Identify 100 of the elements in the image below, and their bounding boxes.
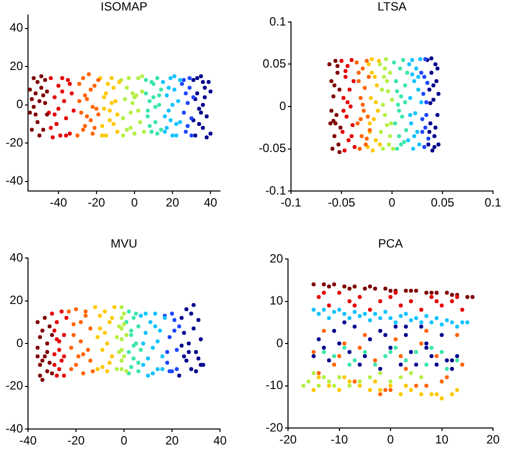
- point: [112, 305, 116, 310]
- point: [122, 97, 127, 102]
- point: [342, 342, 346, 346]
- point: [114, 367, 119, 372]
- point: [378, 142, 382, 147]
- point: [157, 93, 162, 98]
- point: [404, 366, 408, 371]
- point: [373, 380, 378, 384]
- point: [358, 314, 362, 318]
- point: [450, 292, 454, 297]
- point: [327, 380, 331, 384]
- point: [412, 79, 416, 84]
- point: [337, 290, 342, 295]
- point: [342, 312, 346, 316]
- point: [362, 350, 367, 354]
- y-tick-label: -20: [266, 420, 284, 434]
- point: [397, 108, 402, 113]
- point: [182, 330, 186, 335]
- point: [380, 102, 385, 107]
- point: [322, 350, 326, 354]
- y-tick-label: -20: [6, 378, 24, 393]
- point: [62, 99, 66, 104]
- point: [81, 371, 86, 376]
- point: [384, 123, 389, 128]
- point: [383, 388, 388, 392]
- point: [189, 312, 194, 316]
- point: [419, 70, 424, 75]
- point: [50, 312, 54, 316]
- point: [94, 106, 98, 111]
- point: [404, 333, 408, 338]
- point: [420, 130, 424, 134]
- point: [416, 74, 420, 79]
- point: [413, 111, 418, 116]
- point: [102, 106, 106, 111]
- point: [42, 316, 47, 320]
- point: [81, 352, 86, 356]
- point: [39, 86, 44, 90]
- point: [184, 307, 188, 312]
- point: [358, 96, 363, 100]
- point: [120, 337, 124, 342]
- x-tick-label: 0: [120, 434, 128, 448]
- x-tick-label: 0.05: [430, 196, 454, 210]
- point: [177, 324, 182, 328]
- point: [36, 346, 40, 350]
- point: [421, 92, 426, 96]
- point: [426, 136, 430, 141]
- point: [144, 312, 148, 316]
- point: [335, 64, 340, 68]
- point: [330, 146, 334, 151]
- point: [404, 358, 408, 362]
- point: [434, 316, 439, 320]
- point: [148, 99, 152, 104]
- point: [45, 369, 50, 374]
- point: [28, 88, 32, 92]
- point: [460, 320, 464, 324]
- point: [86, 348, 90, 352]
- point: [362, 108, 366, 113]
- point: [28, 110, 32, 115]
- x-tick-label: -0.05: [328, 196, 356, 210]
- point: [430, 346, 434, 350]
- point: [38, 374, 42, 378]
- point: [329, 108, 334, 113]
- point: [156, 339, 160, 344]
- point: [174, 348, 179, 352]
- point: [429, 70, 434, 75]
- y-tick-label: 0: [276, 336, 284, 350]
- point: [196, 318, 200, 322]
- point: [50, 135, 55, 140]
- point: [342, 108, 346, 113]
- point: [409, 371, 413, 376]
- point: [108, 108, 112, 113]
- point: [45, 90, 50, 94]
- point: [165, 360, 170, 365]
- point: [184, 358, 188, 363]
- point: [68, 132, 72, 136]
- point: [386, 142, 391, 147]
- point: [348, 104, 353, 108]
- x-tick-label: 20: [166, 196, 180, 210]
- point: [192, 303, 196, 308]
- point: [364, 58, 369, 63]
- point: [110, 76, 114, 80]
- point: [423, 126, 428, 130]
- point: [373, 312, 378, 316]
- point: [136, 324, 140, 328]
- point: [428, 121, 432, 126]
- point: [37, 134, 42, 138]
- point: [419, 392, 424, 396]
- point: [404, 288, 408, 293]
- point: [84, 114, 89, 118]
- point: [168, 335, 172, 340]
- point: [455, 358, 460, 362]
- point: [122, 354, 126, 358]
- point: [312, 354, 316, 358]
- point: [62, 354, 66, 358]
- point: [102, 95, 106, 100]
- point: [126, 309, 131, 314]
- point: [182, 354, 186, 358]
- point: [69, 367, 74, 372]
- point: [57, 367, 62, 372]
- point: [337, 308, 342, 312]
